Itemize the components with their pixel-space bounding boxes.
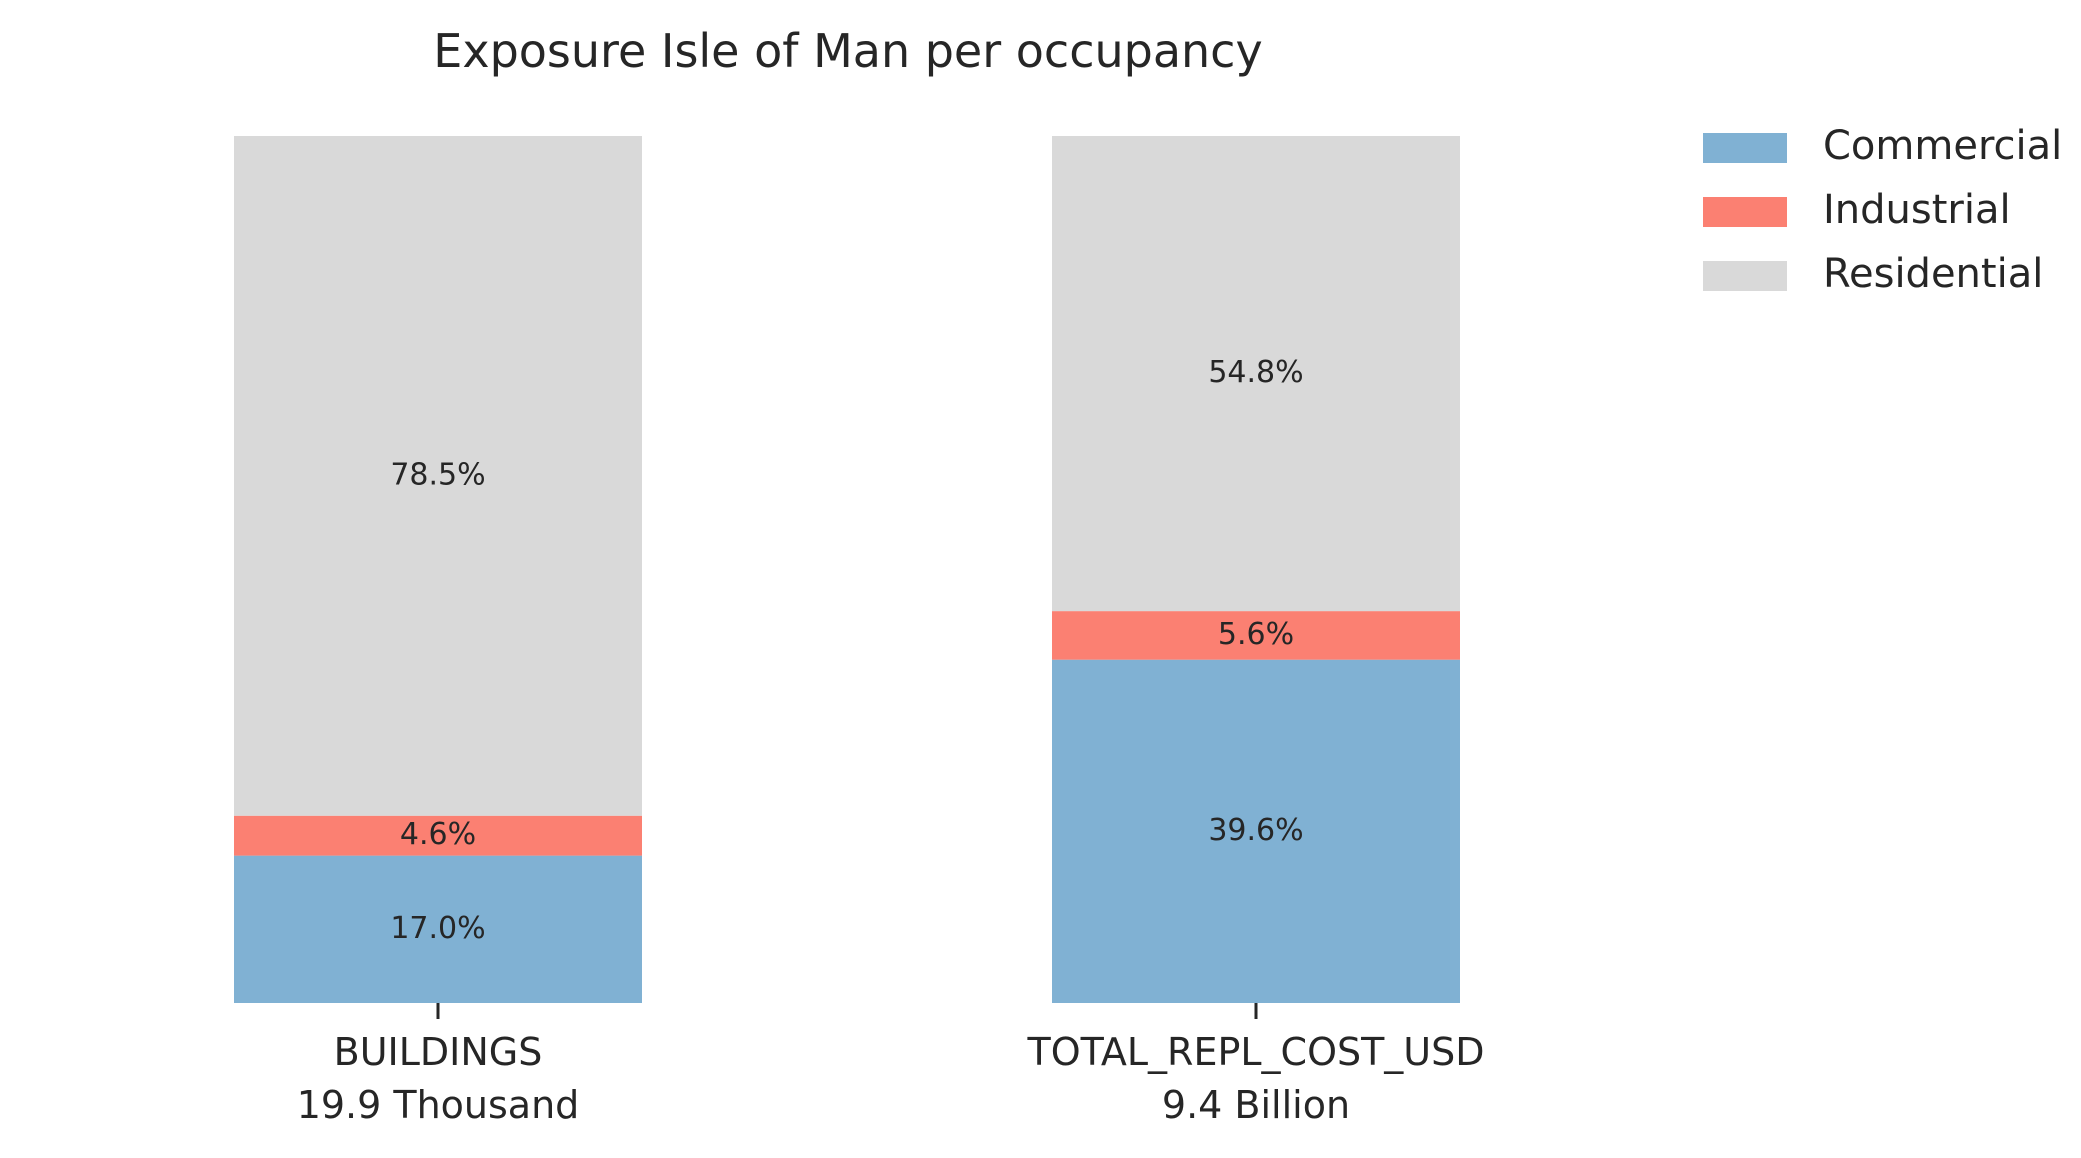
- bar-segment-residential-buildings: [234, 136, 642, 816]
- data-label-industrial-total_repl_cost_usd: 5.6%: [1218, 617, 1294, 652]
- x-tick-label-buildings: BUILDINGS: [334, 1030, 543, 1074]
- bar-segment-industrial-total_repl_cost_usd: [1052, 611, 1460, 660]
- legend-label-commercial: Commercial: [1823, 123, 2062, 169]
- x-total-label-buildings: 19.9 Thousand: [297, 1083, 580, 1127]
- bar-segment-residential-total_repl_cost_usd: [1052, 136, 1460, 612]
- legend-label-industrial: Industrial: [1823, 187, 2011, 233]
- data-labels-layer: 17.0% 4.6% 78.5% 39.6% 5.6% 54.8%: [390, 355, 1303, 946]
- x-tick-label-total_repl_cost_usd: TOTAL_REPL_COST_USD: [1026, 1030, 1484, 1074]
- bars-layer: [234, 136, 1460, 1003]
- legend-swatch-residential: [1703, 261, 1787, 291]
- x-total-label-total_repl_cost_usd: 9.4 Billion: [1162, 1083, 1350, 1127]
- legend-swatch-industrial: [1703, 197, 1787, 227]
- data-label-commercial-total_repl_cost_usd: 39.6%: [1208, 813, 1303, 848]
- data-label-residential-buildings: 78.5%: [390, 457, 485, 492]
- x-axis: BUILDINGS 19.9 Thousand TOTAL_REPL_COST_US…: [297, 1003, 1485, 1127]
- bar-segment-industrial-buildings: [234, 815, 642, 856]
- chart-title: Exposure Isle of Man per occupancy: [433, 24, 1262, 78]
- bar-segment-commercial-buildings: [234, 855, 642, 1003]
- data-label-residential-total_repl_cost_usd: 54.8%: [1208, 355, 1303, 390]
- data-label-commercial-buildings: 17.0%: [390, 911, 485, 946]
- legend-label-residential: Residential: [1823, 251, 2043, 297]
- legend-swatch-commercial: [1703, 133, 1787, 163]
- bar-segment-commercial-total_repl_cost_usd: [1052, 659, 1460, 1003]
- legend: Commercial Industrial Residential: [1703, 123, 2062, 297]
- data-label-industrial-buildings: 4.6%: [400, 817, 476, 852]
